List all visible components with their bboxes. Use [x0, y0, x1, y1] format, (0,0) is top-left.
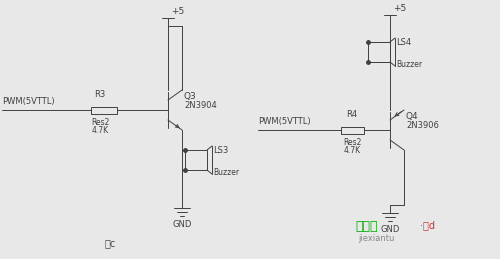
Text: ·图d: ·图d — [420, 220, 435, 230]
Text: 4.7K: 4.7K — [344, 146, 360, 155]
Text: Res2: Res2 — [91, 118, 109, 127]
Text: PWM(5VTTL): PWM(5VTTL) — [2, 97, 54, 106]
Bar — [368, 42, 390, 62]
Bar — [185, 150, 207, 170]
Text: +5: +5 — [171, 7, 184, 16]
Text: LS4: LS4 — [396, 38, 411, 47]
Text: +5: +5 — [393, 4, 406, 13]
Text: Buzzer: Buzzer — [396, 60, 422, 69]
Text: Res2: Res2 — [343, 138, 361, 147]
Bar — [341, 126, 364, 133]
Text: 接线图: 接线图 — [355, 220, 378, 233]
Text: Q4: Q4 — [406, 112, 418, 120]
Text: 2N3904: 2N3904 — [184, 102, 217, 111]
Text: 图c: 图c — [104, 238, 116, 248]
Text: GND: GND — [172, 220, 192, 229]
Text: 2N3906: 2N3906 — [406, 121, 439, 131]
Text: 4.7K: 4.7K — [92, 126, 108, 135]
Text: PWM(5VTTL): PWM(5VTTL) — [258, 117, 310, 126]
Text: Q3: Q3 — [184, 91, 197, 100]
Text: R3: R3 — [94, 90, 106, 99]
Text: jiexiantu: jiexiantu — [358, 234, 395, 243]
Text: GND: GND — [380, 225, 400, 234]
Text: R4: R4 — [346, 110, 358, 119]
Text: LS3: LS3 — [213, 146, 228, 155]
Bar — [91, 106, 117, 113]
Text: Buzzer: Buzzer — [213, 168, 239, 177]
